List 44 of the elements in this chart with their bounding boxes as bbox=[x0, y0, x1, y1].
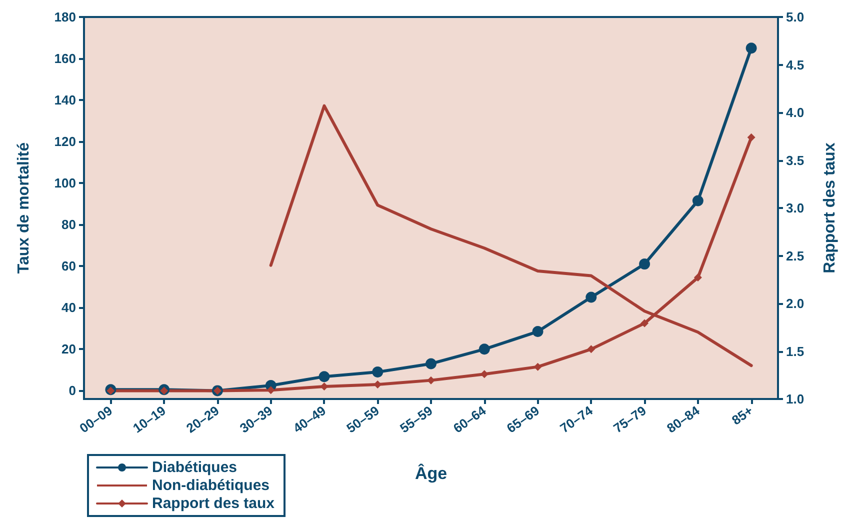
y2-tick-label: 3.5 bbox=[786, 152, 804, 168]
y-tick-label: 20 bbox=[62, 342, 76, 357]
y-tick-label: 160 bbox=[54, 51, 76, 66]
point bbox=[534, 362, 542, 371]
point bbox=[587, 345, 596, 354]
point bbox=[160, 386, 168, 395]
y-axis-title: Taux de mortalité bbox=[16, 142, 32, 274]
point bbox=[372, 366, 384, 378]
y-tick-label: 140 bbox=[54, 92, 76, 108]
y-tick-label: 180 bbox=[54, 10, 76, 24]
y2-tick-label: 1.5 bbox=[786, 344, 804, 359]
y2-axis-title: Rapport des taux bbox=[822, 142, 838, 274]
point bbox=[106, 386, 115, 395]
point bbox=[532, 326, 544, 338]
y2-tick-label: 4.5 bbox=[786, 57, 804, 72]
legend-label: Diabétiques bbox=[152, 459, 238, 476]
point bbox=[747, 133, 756, 142]
point bbox=[586, 292, 597, 303]
legend-label: Non-diabétiques bbox=[152, 477, 270, 494]
point bbox=[266, 386, 275, 394]
y2-tick-label: 5.0 bbox=[786, 10, 804, 24]
point bbox=[640, 319, 649, 328]
point bbox=[478, 344, 490, 355]
point bbox=[426, 358, 436, 370]
legend-label: Rapport des taux bbox=[152, 495, 276, 512]
y-tick-label: 0 bbox=[68, 383, 76, 398]
y-tick-label: 100 bbox=[54, 176, 76, 191]
point bbox=[746, 42, 757, 54]
y2-tick-label: 4.0 bbox=[786, 105, 804, 120]
point bbox=[692, 195, 704, 206]
y-tick-label: 60 bbox=[62, 258, 76, 274]
point bbox=[639, 258, 650, 270]
point bbox=[318, 371, 330, 382]
y2-tick-label: 2.5 bbox=[786, 248, 804, 264]
point bbox=[694, 274, 702, 282]
x-axis-title: Âge bbox=[414, 463, 448, 483]
y2-tick-label: 2.0 bbox=[786, 296, 804, 311]
y-tick-label: 120 bbox=[54, 134, 76, 150]
y-tick-label: 80 bbox=[62, 217, 76, 232]
y2-tick-label: 3.0 bbox=[786, 200, 804, 216]
y2-tick-label: 1.0 bbox=[786, 392, 804, 406]
point bbox=[427, 376, 435, 384]
y-tick-label: 40 bbox=[62, 300, 76, 316]
x-tick-label: 85+ bbox=[728, 402, 756, 428]
